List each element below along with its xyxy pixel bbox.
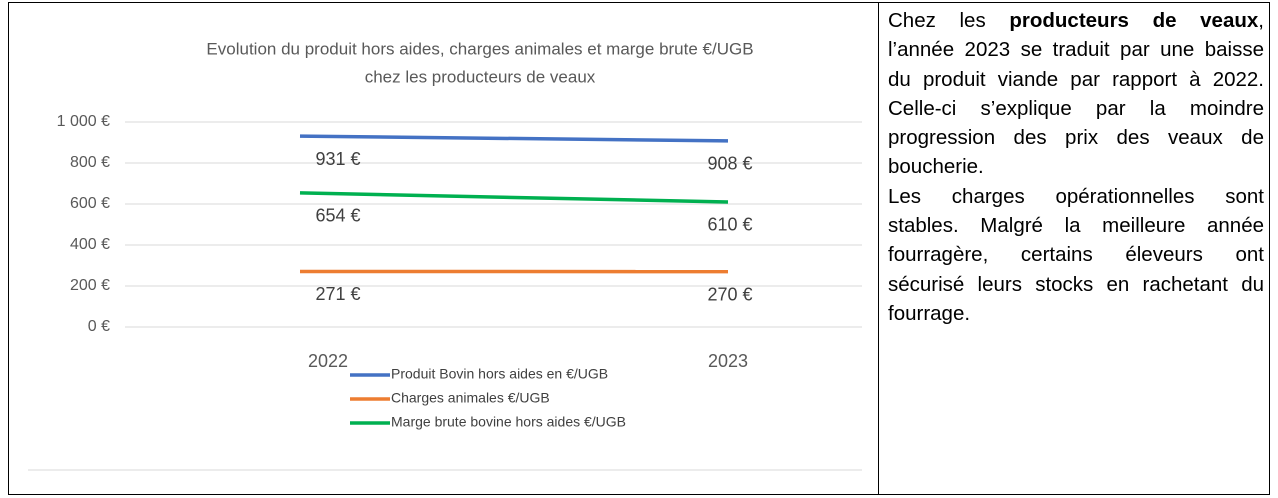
- series-line: [299, 191, 729, 204]
- x-tick-label: 2022: [308, 351, 348, 371]
- data-label: 271 €: [315, 284, 360, 304]
- cell-divider: [878, 2, 879, 495]
- y-tick-label: 1 000 €: [57, 113, 110, 130]
- bold-text: producteurs de veaux: [1009, 9, 1259, 32]
- legend-label: Charges animales €/UGB: [391, 390, 550, 406]
- y-tick-label: 600 €: [70, 195, 110, 212]
- x-tick-label: 2023: [708, 351, 748, 371]
- legend-label: Produit Bovin hors aides en €/UGB: [391, 366, 608, 382]
- data-label: 610 €: [707, 215, 752, 235]
- series-line: [299, 134, 729, 143]
- chart-title: chez les producteurs de veaux: [365, 67, 596, 86]
- text: , l’année 2023 se traduit par une baisse…: [888, 9, 1264, 179]
- paragraph: Les charges opérationnelles sont stables…: [888, 182, 1264, 328]
- data-label: 908 €: [707, 154, 752, 174]
- text: Les charges opérationnelles sont stables…: [888, 184, 1264, 325]
- paragraph: Chez les producteurs de veaux, l’année 2…: [888, 6, 1264, 182]
- data-label: 931 €: [315, 149, 360, 169]
- legend-label: Marge brute bovine hors aides €/UGB: [391, 414, 626, 430]
- chart: Evolution du produit hors aides, charges…: [28, 39, 862, 471]
- data-label: 654 €: [315, 206, 360, 226]
- data-label: 270 €: [707, 284, 752, 304]
- y-tick-label: 400 €: [70, 236, 110, 253]
- table-border: [8, 2, 1270, 495]
- y-tick-label: 200 €: [70, 277, 110, 294]
- text: Chez les: [888, 9, 1010, 32]
- text-cell: Chez les producteurs de veaux, l’année 2…: [888, 6, 1264, 328]
- chart-title: Evolution du produit hors aides, charges…: [206, 39, 753, 58]
- y-tick-label: 0 €: [88, 318, 110, 335]
- y-tick-label: 800 €: [70, 154, 110, 171]
